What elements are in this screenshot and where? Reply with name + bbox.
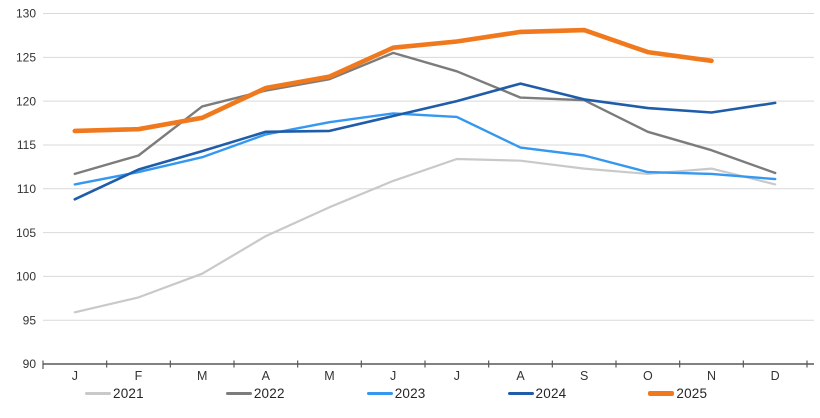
legend-label-2021: 2021 (113, 386, 144, 401)
x-month-label: A (262, 369, 271, 383)
y-tick-label: 105 (16, 226, 36, 240)
y-tick-label: 90 (23, 357, 37, 371)
series-line-2021 (73, 157, 777, 314)
legend-label-2022: 2022 (253, 386, 285, 401)
legend-label-2023: 2023 (394, 386, 426, 401)
x-month-label: M (324, 369, 334, 383)
legend-swatch-2022 (225, 392, 252, 395)
legend-label-2025: 2025 (676, 386, 708, 401)
legend-item-2023: 2023 (366, 386, 426, 401)
x-month-label: M (197, 369, 207, 383)
y-tick-label: 130 (16, 7, 36, 21)
x-month-label: A (516, 369, 525, 383)
x-month-label: F (135, 369, 143, 383)
legend-label-2024: 2024 (535, 386, 567, 401)
legend-item-2021: 2021 (85, 386, 144, 401)
chart-legend: 2021 2022 2023 2024 2025 (85, 386, 707, 401)
legend-item-2025: 2025 (648, 386, 707, 401)
y-tick-label: 95 (23, 313, 37, 327)
x-month-label: J (454, 369, 460, 383)
series-line-2025 (72, 27, 714, 134)
x-month-label: D (771, 369, 780, 383)
y-tick-label: 125 (16, 51, 36, 65)
y-tick-label: 100 (16, 270, 36, 284)
y-tick-label: 120 (16, 94, 36, 108)
legend-item-2022: 2022 (225, 386, 285, 401)
series-line-2023 (73, 112, 777, 186)
legend-item-2024: 2024 (507, 386, 567, 401)
legend-swatch-2024 (507, 392, 534, 395)
y-tick-label: 115 (17, 138, 36, 152)
series-line-2022 (73, 51, 777, 176)
x-month-label: O (643, 369, 653, 383)
y-tick-label: 110 (17, 182, 36, 196)
x-month-label: N (707, 369, 716, 383)
x-month-label: S (580, 369, 588, 383)
series-line-2024 (73, 82, 777, 201)
legend-swatch-2023 (366, 392, 393, 395)
legend-swatch-2025 (648, 391, 675, 396)
x-month-label: J (390, 369, 396, 383)
x-month-label: J (72, 369, 78, 383)
legend-swatch-2021 (85, 392, 111, 395)
